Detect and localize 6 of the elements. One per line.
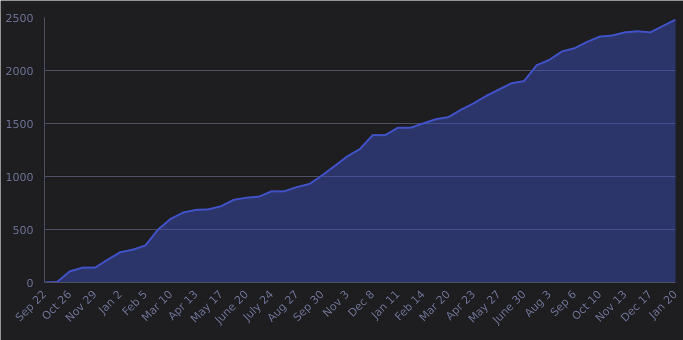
y-tick-label: 2000 bbox=[6, 65, 34, 78]
y-tick-label: 0 bbox=[26, 277, 34, 290]
y-tick-label: 2500 bbox=[6, 12, 34, 25]
y-tick-label: 1000 bbox=[6, 171, 34, 184]
y-tick-label: 1500 bbox=[6, 118, 34, 131]
y-tick-label: 500 bbox=[12, 224, 34, 237]
